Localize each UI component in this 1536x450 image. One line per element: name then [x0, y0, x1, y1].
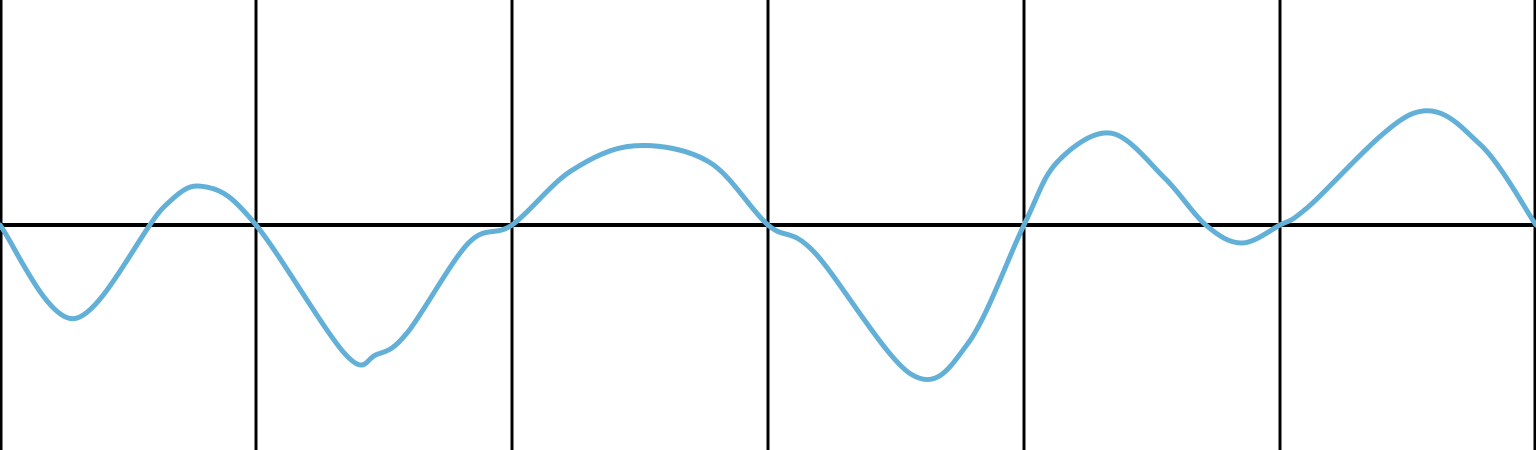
series-line-0 — [0, 108, 1536, 382]
series-layer — [0, 108, 1536, 382]
